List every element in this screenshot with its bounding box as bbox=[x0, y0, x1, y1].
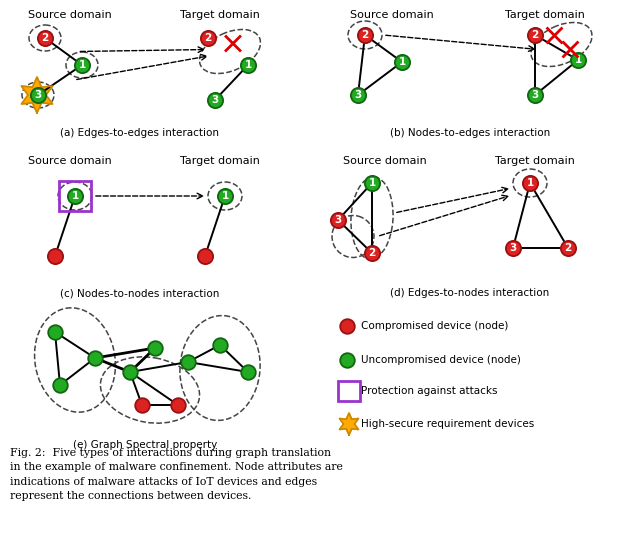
Point bbox=[525, 179, 535, 187]
Point bbox=[508, 244, 518, 252]
Text: 3: 3 bbox=[509, 243, 517, 253]
Point bbox=[210, 96, 220, 104]
Text: High-secure requirement devices: High-secure requirement devices bbox=[361, 419, 534, 429]
Text: Compromised device (node): Compromised device (node) bbox=[361, 321, 509, 331]
Point bbox=[173, 401, 183, 409]
Point bbox=[125, 368, 135, 376]
Point bbox=[70, 192, 80, 200]
Text: 2: 2 bbox=[361, 30, 369, 40]
Point bbox=[530, 31, 540, 39]
Point bbox=[215, 341, 225, 349]
Text: 1: 1 bbox=[368, 178, 376, 188]
Text: (e) Graph Spectral property: (e) Graph Spectral property bbox=[73, 440, 217, 450]
Text: 2: 2 bbox=[368, 248, 376, 258]
Point bbox=[397, 58, 407, 66]
Text: 2: 2 bbox=[204, 33, 211, 43]
Polygon shape bbox=[340, 413, 359, 435]
Text: Target domain: Target domain bbox=[495, 156, 575, 166]
Text: (b) Nodes-to-edges interaction: (b) Nodes-to-edges interaction bbox=[390, 128, 550, 138]
Text: Target domain: Target domain bbox=[505, 10, 585, 20]
Text: Source domain: Source domain bbox=[28, 156, 112, 166]
Point bbox=[530, 91, 540, 99]
Point bbox=[333, 216, 343, 224]
Point bbox=[77, 61, 87, 69]
Point bbox=[50, 252, 60, 260]
Text: Target domain: Target domain bbox=[180, 10, 260, 20]
Point bbox=[200, 252, 210, 260]
Point bbox=[40, 34, 50, 42]
Point bbox=[367, 249, 377, 257]
Text: 2: 2 bbox=[565, 243, 572, 253]
Point bbox=[563, 244, 573, 252]
Text: Target domain: Target domain bbox=[180, 156, 260, 166]
Point bbox=[353, 91, 363, 99]
Text: 3: 3 bbox=[34, 90, 42, 100]
Point bbox=[573, 56, 583, 64]
Text: 1: 1 bbox=[526, 178, 533, 188]
Point bbox=[342, 322, 352, 330]
Point bbox=[33, 91, 43, 99]
Point bbox=[50, 328, 60, 336]
Text: 3: 3 bbox=[531, 90, 538, 100]
Text: Source domain: Source domain bbox=[350, 10, 434, 20]
Point bbox=[220, 192, 230, 200]
Text: 1: 1 bbox=[398, 57, 406, 67]
Point bbox=[342, 356, 352, 364]
Text: Fig. 2:  Five types of interactions during graph translation
in the example of m: Fig. 2: Five types of interactions durin… bbox=[10, 448, 343, 501]
Text: 1: 1 bbox=[71, 191, 79, 201]
Point bbox=[150, 344, 160, 352]
Point bbox=[203, 34, 213, 42]
Text: Source domain: Source domain bbox=[343, 156, 427, 166]
Point bbox=[360, 31, 370, 39]
Point bbox=[55, 381, 65, 389]
Text: 1: 1 bbox=[78, 60, 86, 70]
Text: (d) Edges-to-nodes interaction: (d) Edges-to-nodes interaction bbox=[391, 288, 550, 298]
Polygon shape bbox=[22, 77, 53, 113]
Text: 2: 2 bbox=[41, 33, 49, 43]
Text: 3: 3 bbox=[354, 90, 361, 100]
Point bbox=[137, 401, 147, 409]
Text: 3: 3 bbox=[335, 215, 342, 225]
Point bbox=[367, 179, 377, 187]
Text: Uncompromised device (node): Uncompromised device (node) bbox=[361, 355, 521, 365]
Text: 1: 1 bbox=[575, 55, 582, 65]
Text: 1: 1 bbox=[244, 60, 251, 70]
Text: 1: 1 bbox=[222, 191, 229, 201]
Text: (a) Edges-to-edges interaction: (a) Edges-to-edges interaction bbox=[60, 128, 220, 138]
Text: Protection against attacks: Protection against attacks bbox=[361, 386, 497, 396]
Point bbox=[90, 354, 100, 362]
Text: 2: 2 bbox=[531, 30, 538, 40]
Text: Source domain: Source domain bbox=[28, 10, 112, 20]
Point bbox=[243, 368, 253, 376]
Point bbox=[183, 358, 193, 366]
Text: 3: 3 bbox=[211, 95, 218, 105]
Point bbox=[243, 61, 253, 69]
Text: (c) Nodes-to-nodes interaction: (c) Nodes-to-nodes interaction bbox=[60, 288, 220, 298]
